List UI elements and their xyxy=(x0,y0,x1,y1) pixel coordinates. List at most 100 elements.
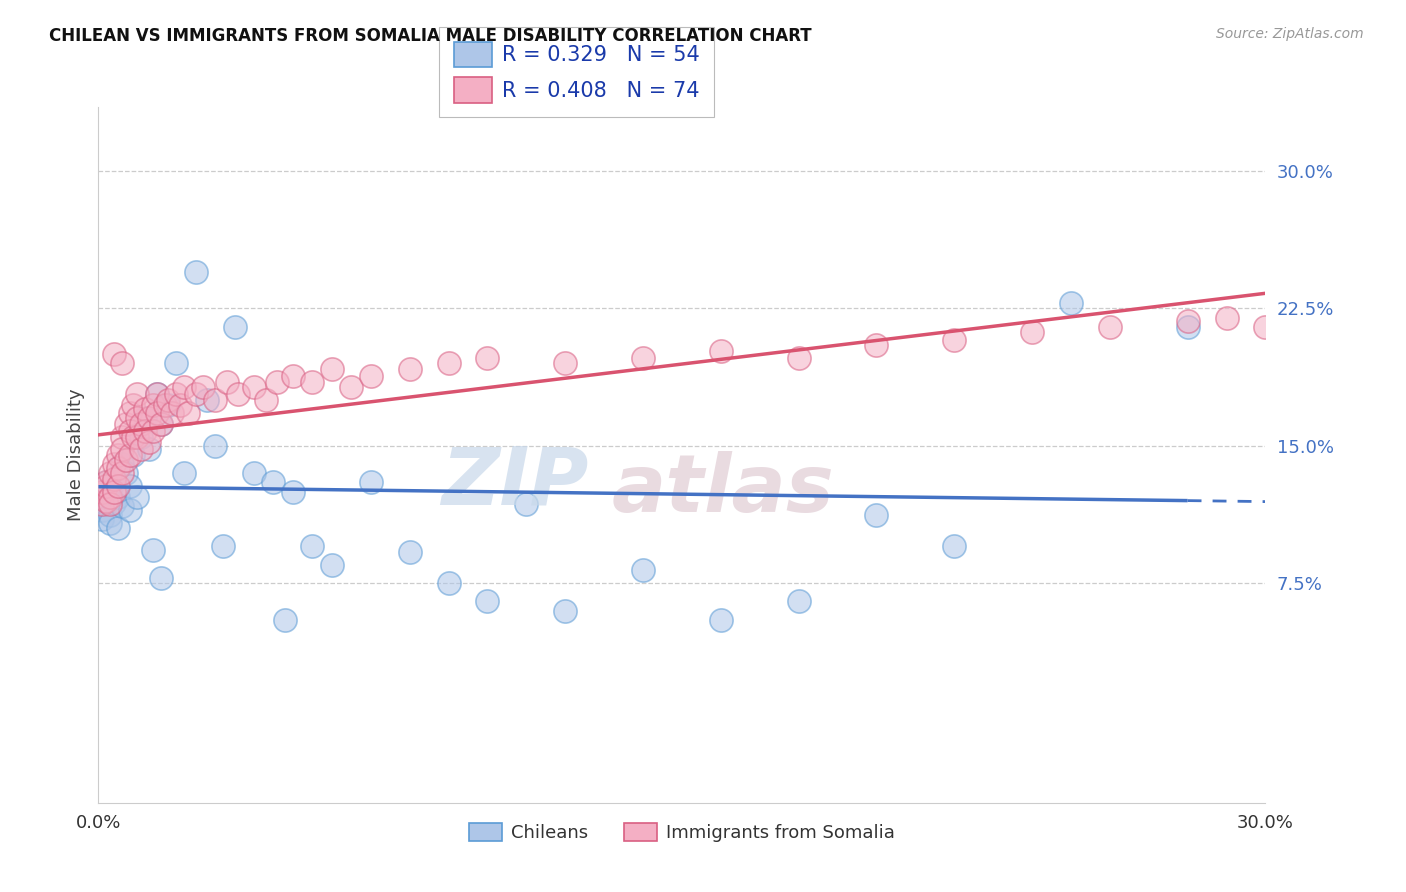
Point xyxy=(398,545,420,559)
Point xyxy=(111,499,134,513)
Point xyxy=(340,380,363,394)
Point xyxy=(865,508,887,523)
Point xyxy=(134,424,156,438)
Point xyxy=(477,594,499,608)
Point xyxy=(204,392,226,407)
Point xyxy=(103,472,125,486)
Point xyxy=(1177,314,1199,328)
Point xyxy=(91,497,114,511)
Point xyxy=(262,475,284,490)
Point xyxy=(162,406,184,420)
Point xyxy=(787,351,810,365)
Point xyxy=(177,406,200,420)
Point xyxy=(118,424,141,438)
Point xyxy=(710,343,733,358)
Point xyxy=(204,439,226,453)
Point xyxy=(149,417,172,431)
Point xyxy=(153,399,176,413)
Point xyxy=(134,402,156,417)
Point xyxy=(301,540,323,554)
Point xyxy=(1177,319,1199,334)
Point xyxy=(118,406,141,420)
Point xyxy=(212,540,235,554)
Point xyxy=(146,387,169,401)
Point xyxy=(96,479,118,493)
Point xyxy=(437,356,460,370)
Point xyxy=(111,442,134,457)
Point xyxy=(266,375,288,389)
Point xyxy=(515,497,537,511)
Point xyxy=(554,603,576,617)
Point xyxy=(274,613,297,627)
Point xyxy=(103,347,125,361)
Point xyxy=(193,380,215,394)
Point xyxy=(103,484,125,499)
Point xyxy=(91,484,114,499)
Point xyxy=(149,571,172,585)
Point xyxy=(146,406,169,420)
Text: CHILEAN VS IMMIGRANTS FROM SOMALIA MALE DISABILITY CORRELATION CHART: CHILEAN VS IMMIGRANTS FROM SOMALIA MALE … xyxy=(49,27,811,45)
Point xyxy=(1060,296,1083,310)
Point xyxy=(96,497,118,511)
Point xyxy=(127,411,149,425)
Point xyxy=(111,457,134,471)
Point xyxy=(111,356,134,370)
Point xyxy=(103,457,125,471)
Point xyxy=(142,424,165,438)
Point xyxy=(169,399,191,413)
Point xyxy=(146,387,169,401)
Point xyxy=(107,521,129,535)
Point xyxy=(865,338,887,352)
Point xyxy=(96,475,118,490)
Text: atlas: atlas xyxy=(612,450,835,529)
Point xyxy=(111,467,134,481)
Point xyxy=(129,429,152,443)
Point xyxy=(943,333,966,347)
Point xyxy=(98,484,121,499)
Y-axis label: Male Disability: Male Disability xyxy=(66,389,84,521)
Point xyxy=(228,387,250,401)
Point xyxy=(96,475,118,490)
Text: Source: ZipAtlas.com: Source: ZipAtlas.com xyxy=(1216,27,1364,41)
Point xyxy=(165,356,187,370)
Point xyxy=(165,387,187,401)
Point xyxy=(243,380,266,394)
Point xyxy=(195,392,218,407)
Point xyxy=(787,594,810,608)
Point xyxy=(96,493,118,508)
Point xyxy=(98,516,121,530)
Point xyxy=(103,475,125,490)
Point xyxy=(142,543,165,558)
Point xyxy=(943,540,966,554)
Point xyxy=(224,319,246,334)
Text: ZIP: ZIP xyxy=(441,443,589,522)
Point xyxy=(114,417,136,431)
Point xyxy=(138,411,160,425)
Point xyxy=(107,448,129,462)
Point xyxy=(129,417,152,431)
Point xyxy=(710,613,733,627)
Point xyxy=(321,558,343,572)
Point xyxy=(107,479,129,493)
Point xyxy=(360,369,382,384)
Point xyxy=(1254,319,1277,334)
Point xyxy=(631,351,654,365)
Point xyxy=(118,503,141,517)
Point xyxy=(1098,319,1121,334)
Point xyxy=(254,392,277,407)
Point xyxy=(91,484,114,499)
Point xyxy=(1215,310,1237,325)
Point xyxy=(477,351,499,365)
Point xyxy=(243,467,266,481)
Point xyxy=(111,429,134,443)
Point xyxy=(129,442,152,457)
Point xyxy=(281,369,304,384)
Point xyxy=(114,467,136,481)
Point xyxy=(122,448,145,462)
Point xyxy=(321,362,343,376)
Point xyxy=(127,429,149,443)
Point xyxy=(173,380,195,394)
Point xyxy=(398,362,420,376)
Point xyxy=(134,411,156,425)
Point xyxy=(301,375,323,389)
